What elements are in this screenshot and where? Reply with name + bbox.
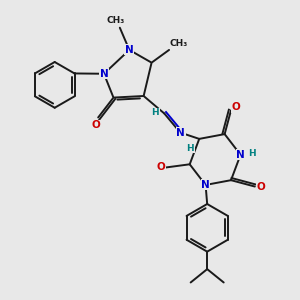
Text: N: N — [125, 45, 134, 55]
Text: N: N — [236, 150, 245, 160]
Text: O: O — [92, 120, 100, 130]
Text: N: N — [176, 128, 185, 137]
Text: N: N — [100, 69, 108, 79]
Text: N: N — [201, 180, 210, 190]
Text: H: H — [152, 108, 159, 117]
Text: O: O — [157, 163, 166, 172]
Text: H: H — [187, 144, 194, 153]
Text: CH₃: CH₃ — [107, 16, 125, 25]
Text: O: O — [256, 182, 265, 191]
Text: CH₃: CH₃ — [169, 39, 188, 48]
Text: O: O — [231, 102, 240, 112]
Text: H: H — [248, 149, 256, 158]
